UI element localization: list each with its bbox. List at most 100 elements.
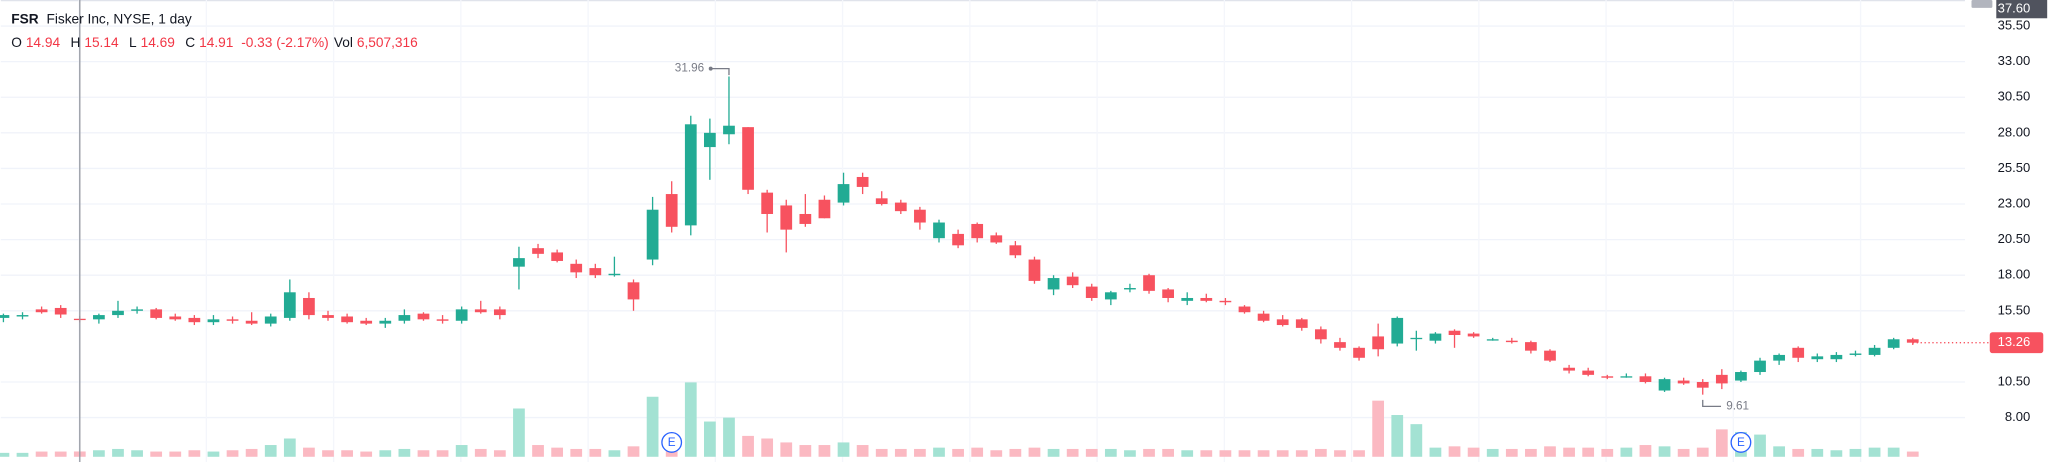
candle-body bbox=[570, 263, 583, 273]
candle-body bbox=[360, 320, 373, 324]
candle-body bbox=[627, 282, 640, 300]
o-value: 14.94 bbox=[26, 35, 61, 50]
candle-body bbox=[933, 222, 945, 239]
candle-body bbox=[1830, 354, 1843, 360]
volume-bar bbox=[990, 450, 1003, 457]
y-tick-label: 30.50 bbox=[1998, 89, 2031, 104]
candle-body bbox=[646, 209, 659, 260]
volume-bar bbox=[1066, 448, 1079, 457]
volume-bar bbox=[341, 450, 353, 457]
candle-body bbox=[723, 125, 735, 135]
candle-body bbox=[493, 309, 506, 316]
volume-bar bbox=[532, 445, 544, 457]
candle-body bbox=[608, 273, 621, 276]
candle-body bbox=[1887, 339, 1900, 348]
ohlc-legend: O 14.94 H 15.14 L 14.69 C 14.91 -0.33 (-2.17%) Vo… bbox=[11, 35, 418, 50]
volume-bar bbox=[1028, 447, 1041, 457]
y-tick-label: 33.00 bbox=[1998, 53, 2031, 68]
volume-bar bbox=[513, 408, 525, 457]
candle-body bbox=[1257, 313, 1270, 321]
candle-body bbox=[1219, 300, 1232, 303]
candle-body bbox=[207, 319, 220, 323]
volume-bar bbox=[1696, 447, 1709, 457]
volume-bar bbox=[379, 450, 392, 457]
candle-body bbox=[1124, 288, 1136, 290]
candle-body bbox=[971, 223, 984, 239]
candle-body bbox=[1505, 340, 1518, 343]
h-label: H bbox=[71, 35, 81, 50]
candle-body bbox=[417, 313, 430, 320]
volume-bar bbox=[35, 451, 48, 457]
candle-body bbox=[1448, 330, 1461, 336]
candle-body bbox=[990, 235, 1003, 243]
y-tick-label: 18.00 bbox=[1998, 267, 2031, 282]
volume-bar bbox=[1238, 450, 1251, 457]
volume-bar bbox=[1563, 447, 1575, 457]
candle-body bbox=[1467, 333, 1480, 337]
volume-bar bbox=[1009, 448, 1022, 457]
candle-body bbox=[54, 307, 67, 315]
symbol: FSR bbox=[11, 11, 38, 26]
volume-bar bbox=[1868, 447, 1881, 457]
volume-bar bbox=[1582, 447, 1595, 457]
candle-body bbox=[131, 309, 143, 311]
volume-bar bbox=[169, 451, 182, 457]
volume-bar bbox=[131, 450, 143, 457]
volume-bar bbox=[952, 448, 964, 457]
volume-bar bbox=[188, 450, 201, 457]
candle-body bbox=[303, 297, 315, 316]
crosshair-price-box bbox=[1996, 0, 2048, 19]
candle-body bbox=[684, 124, 697, 226]
candle-body bbox=[16, 315, 29, 317]
volume-bar bbox=[226, 450, 239, 457]
volume-bar bbox=[322, 450, 334, 457]
volume-bar bbox=[1887, 447, 1900, 457]
candle-body bbox=[856, 176, 869, 187]
candle-body bbox=[1677, 380, 1690, 384]
candle-body bbox=[742, 127, 754, 190]
volume-bar bbox=[0, 452, 10, 457]
volume-bar bbox=[608, 450, 621, 457]
candle-body bbox=[589, 268, 602, 276]
candle-body bbox=[474, 309, 487, 313]
candle-body bbox=[93, 315, 105, 320]
volume-bar bbox=[54, 451, 67, 457]
candle-body bbox=[1601, 376, 1614, 378]
candle-body bbox=[1525, 342, 1537, 351]
candle-body bbox=[226, 319, 239, 321]
volume-bar bbox=[16, 452, 29, 457]
candle-body bbox=[1334, 342, 1346, 348]
candle-body bbox=[1715, 374, 1728, 384]
candle-body bbox=[188, 317, 201, 323]
candle-body bbox=[780, 205, 793, 230]
axis-button[interactable] bbox=[1971, 0, 1993, 8]
low-label: 9.61 bbox=[1726, 399, 1749, 412]
candle-body bbox=[112, 310, 124, 316]
volume-bar bbox=[93, 450, 105, 457]
earnings-marker bbox=[1730, 431, 1752, 453]
candle-body bbox=[1696, 381, 1709, 388]
candle-body bbox=[875, 198, 888, 205]
volume-bar bbox=[1276, 450, 1289, 457]
candle-body bbox=[1200, 297, 1213, 301]
candle-body bbox=[1009, 245, 1022, 256]
volume-bar bbox=[780, 442, 793, 457]
volume-bar bbox=[417, 450, 430, 457]
volume-bar bbox=[1047, 448, 1060, 457]
candle-body bbox=[1544, 350, 1556, 361]
volume-bar bbox=[837, 442, 850, 457]
candle-body bbox=[341, 316, 353, 323]
volume-pane bbox=[0, 382, 1919, 457]
volume-bar bbox=[933, 447, 945, 457]
volume-bar bbox=[1200, 450, 1213, 457]
last-price-box bbox=[1989, 332, 2044, 354]
candle-body bbox=[837, 184, 850, 203]
candle-body bbox=[1143, 275, 1155, 291]
high-pointer bbox=[710, 67, 730, 76]
candle-body bbox=[1410, 337, 1423, 340]
volume-bar bbox=[1467, 447, 1480, 457]
volume-bar bbox=[1372, 400, 1385, 457]
volume-bar bbox=[761, 438, 774, 457]
volume-bar bbox=[474, 448, 487, 457]
